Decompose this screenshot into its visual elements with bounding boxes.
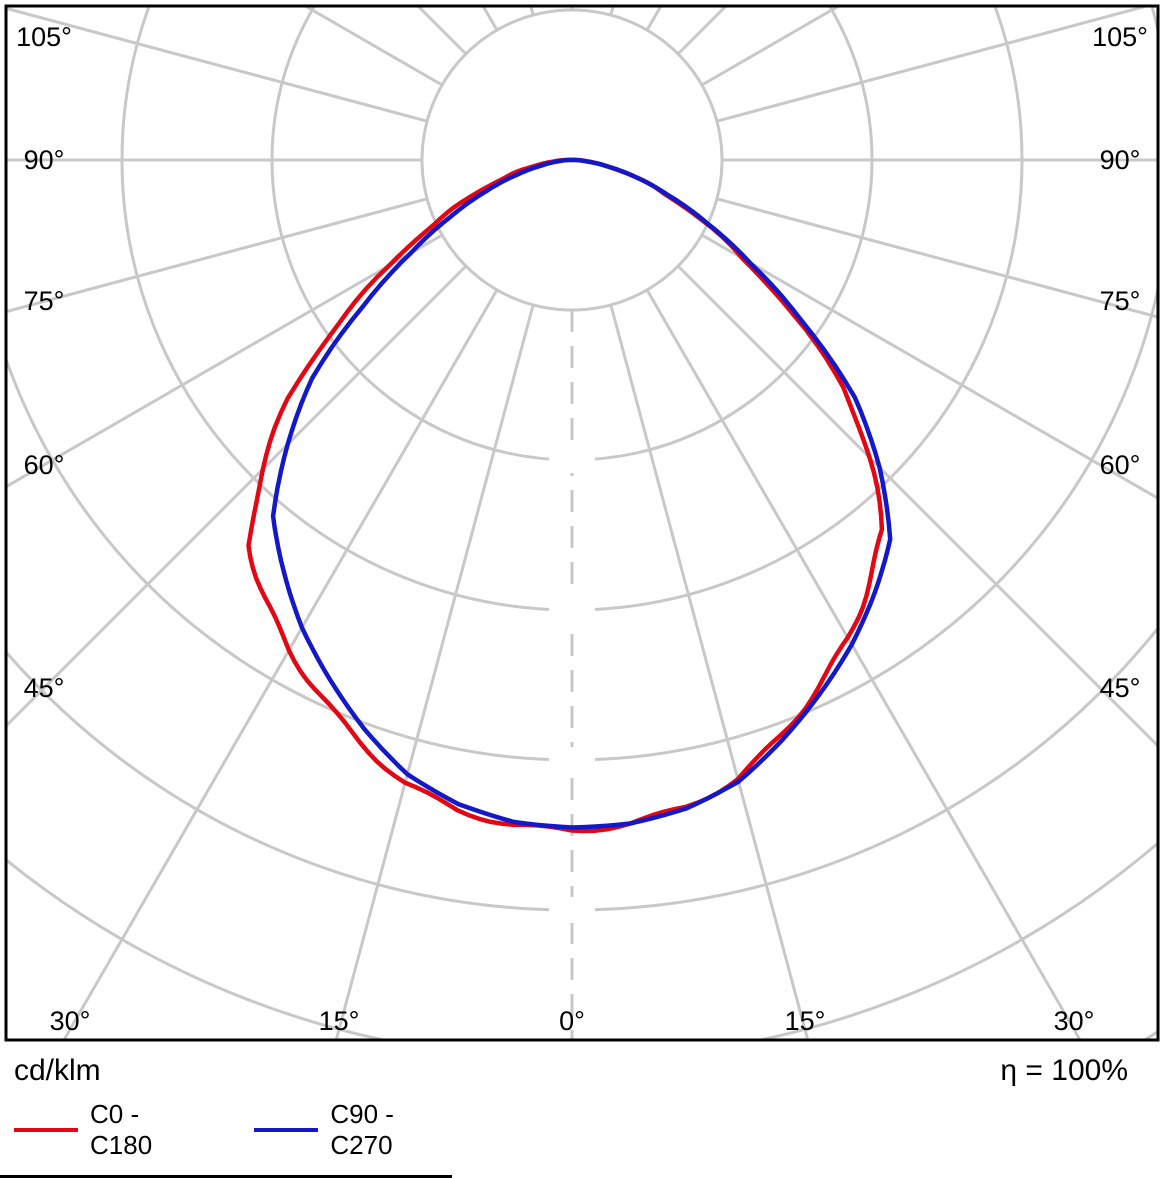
legend-label-c0-c180: C0 - C180 <box>90 1099 153 1160</box>
angle-label-60-left: 60° <box>24 450 65 480</box>
curve-c90-c270 <box>270 157 893 830</box>
grid-radial-line <box>716 6 1153 123</box>
legend-line-red <box>14 1128 78 1132</box>
angle-label-45-right: 45° <box>1100 673 1141 703</box>
legend-line-blue <box>254 1128 319 1132</box>
angle-label-0-right: 0° <box>559 1006 585 1036</box>
grid-radial-line <box>716 197 1158 319</box>
grid-radial-line <box>334 304 535 1040</box>
angle-label-45-left: 45° <box>24 673 65 703</box>
grid-radial-line <box>6 197 428 314</box>
angle-label-30-left: 30° <box>50 1006 91 1036</box>
angle-label-30-right: 30° <box>1054 1006 1095 1036</box>
axis-value-box <box>549 747 595 773</box>
legend-item-c90-c270: C90 - C270 <box>254 1099 452 1161</box>
angle-label-105-left: 105° <box>16 22 72 52</box>
legend-item-c0-c180: C0 - C180 <box>14 1099 198 1161</box>
grid-radial-line <box>609 304 810 1040</box>
angle-label-75-left: 75° <box>24 286 65 316</box>
grid-radial-line <box>6 6 428 123</box>
chart-footer: cd/klm η = 100% C0 - C180 C90 - C270 <box>0 1044 1164 1178</box>
grid-radial-line <box>677 265 1158 749</box>
legend: C0 - C180 C90 - C270 <box>0 1099 452 1178</box>
axis-value-box <box>549 597 595 623</box>
polar-intensity-chart: 0° 15° 15° 30° 30° 45° 45° 60° 60° 75° 75° 90° 90° 10… <box>0 0 1164 1044</box>
axis-value-box <box>549 897 595 923</box>
grid-radial-line <box>701 233 1158 501</box>
grid-radial-line <box>6 233 443 489</box>
grid-radial-line <box>62 289 499 1040</box>
chart-background <box>0 0 1164 1044</box>
footer-top-row: cd/klm η = 100% <box>0 1044 1164 1087</box>
efficiency-label: η = 100% <box>1000 1054 1128 1087</box>
units-label: cd/klm <box>14 1054 101 1087</box>
legend-label-c90-c270: C90 - C270 <box>330 1099 394 1160</box>
chart-border <box>4 4 1160 1042</box>
grid-radial-line <box>645 289 1082 1040</box>
angle-label-15-left: 15° <box>319 1006 360 1036</box>
angle-label-90-left: 90° <box>24 145 65 175</box>
angle-label-15-right: 15° <box>785 1006 826 1036</box>
angle-label-105-right: 105° <box>1092 22 1148 52</box>
axis-value-box <box>549 447 595 473</box>
angle-label-75-right: 75° <box>1100 286 1141 316</box>
angle-label-60-right: 60° <box>1100 450 1141 480</box>
angle-label-90-right: 90° <box>1100 145 1141 175</box>
